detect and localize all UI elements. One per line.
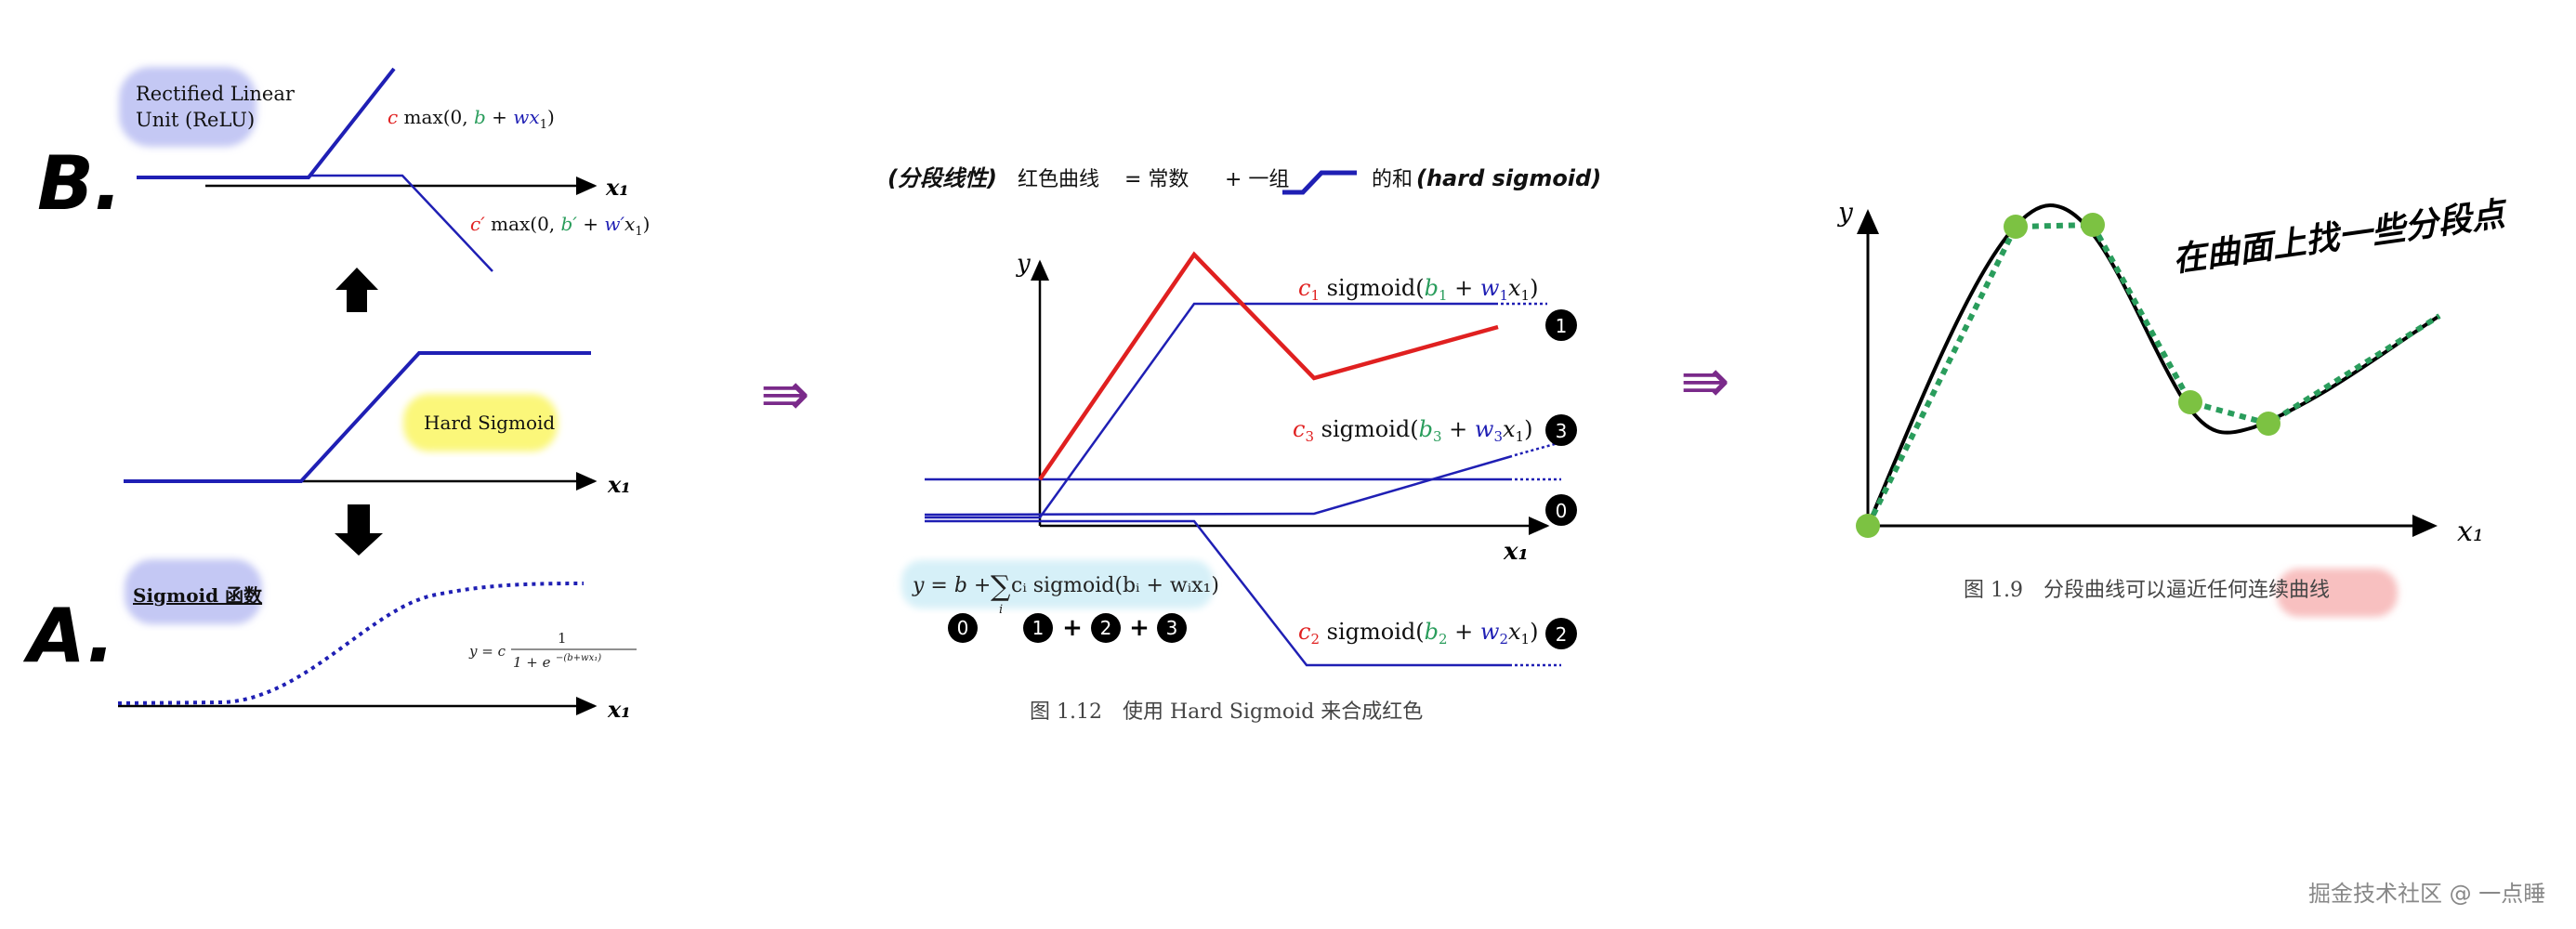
hard-sigmoid-1 — [925, 302, 1498, 519]
transition-arrow-2: ⇛ — [1680, 347, 1730, 416]
badge-3: 3 — [1545, 414, 1577, 446]
svg-text:i: i — [999, 603, 1003, 617]
relu-highlight-blob — [119, 67, 256, 147]
svg-text:3: 3 — [1166, 617, 1178, 639]
breakpoint — [2178, 390, 2202, 414]
middle-y-label: y — [1016, 250, 1031, 278]
svg-text:2: 2 — [1556, 623, 1568, 646]
right-y-label: y — [1836, 197, 1854, 228]
watermark: 掘金技术社区 @ 一点睡 — [2308, 881, 2545, 907]
hard-sigmoid-mini-icon — [1282, 170, 1357, 195]
sigmoid-formula: y = c 1 1 + e −(b+wx₁) — [468, 630, 637, 671]
svg-text:+: + — [1062, 614, 1083, 642]
continuous-curve — [1866, 203, 2441, 527]
svg-text:0: 0 — [957, 617, 969, 639]
right-caption: 图 1.9 分段曲线可以逼近任何连续曲线 — [1964, 579, 2330, 602]
svg-text:−(b+wx₁): −(b+wx₁) — [556, 653, 601, 663]
middle-x-label: x₁ — [1503, 538, 1529, 566]
middle-panel: (分段线性) 红色曲线 = 常数 + 一组 的和 (hard sigmoid) … — [887, 165, 1601, 724]
svg-text:3: 3 — [1556, 420, 1568, 442]
svg-text:1 + e: 1 + e — [513, 654, 551, 671]
relu-curve-1 — [137, 67, 396, 179]
svg-text:+: + — [1129, 614, 1150, 642]
badge-2: 2 — [1545, 618, 1577, 649]
sum-formula: y = b + ∑ i cᵢ sigmoid(bᵢ + wᵢx₁) — [912, 570, 1219, 617]
hard-sigmoid-3-dots — [1514, 440, 1562, 457]
hard-sigmoid-curve — [124, 351, 591, 483]
svg-text:cᵢ sigmoid(bᵢ + wᵢx₁): cᵢ sigmoid(bᵢ + wᵢx₁) — [1011, 574, 1219, 597]
red-target-curve — [1038, 251, 1499, 481]
label-b: B. — [37, 140, 122, 227]
svg-text:y = c: y = c — [468, 643, 506, 660]
svg-text:1: 1 — [1032, 617, 1045, 639]
sigmoid-label-2: c2 sigmoid(b2 + w2x1) — [1298, 619, 1538, 648]
down-arrow-icon — [335, 504, 383, 556]
sigmoid-title: Sigmoid 函数 — [133, 584, 263, 607]
svg-text:0: 0 — [1556, 500, 1568, 522]
relu-title-line2: Unit (ReLU) — [136, 109, 255, 131]
relu-x-label: x₁ — [605, 174, 629, 201]
header-red-curve: 红色曲线 — [1018, 168, 1099, 191]
hard-sigmoid-3 — [924, 454, 1513, 517]
middle-caption: 图 1.12 使用 Hard Sigmoid 来合成红色 — [1030, 700, 1423, 724]
header-plus-group: + 一组 — [1225, 168, 1289, 191]
breakpoints — [1856, 213, 2280, 538]
left-panel: B. Rectified Linear Unit (ReLU) x₁ c max… — [22, 67, 650, 723]
sigmoid-highlight-blob — [125, 559, 262, 624]
hard-sigmoid-title: Hard Sigmoid — [424, 412, 555, 434]
breakpoint — [2004, 215, 2028, 239]
right-x-label: x₁ — [2457, 516, 2484, 548]
right-panel: y x₁ 在曲面上找一些分段点 图 1.9 分段曲线可以逼近任何连续曲线 — [1836, 195, 2512, 617]
hard-sigmoid-x-label: x₁ — [607, 471, 631, 498]
sigmoid-label-1: c1 sigmoid(b1 + w1x1) — [1298, 275, 1538, 304]
header-equals-const: = 常数 — [1124, 168, 1189, 191]
relu-title-line1: Rectified Linear — [136, 83, 296, 105]
sigmoid-x-label: x₁ — [607, 696, 631, 723]
sigmoid-curve — [117, 582, 585, 705]
breakpoint — [1856, 514, 1880, 538]
label-a: A. — [22, 593, 115, 679]
sum-badges: 0 1 + 2 + 3 — [948, 613, 1187, 643]
handwritten-note: 在曲面上找一些分段点 — [2171, 195, 2512, 280]
svg-text:2: 2 — [1100, 617, 1112, 639]
svg-text:y = b +: y = b + — [912, 574, 991, 597]
svg-text:∑: ∑ — [991, 570, 1011, 603]
hard-sigmoid-2 — [925, 519, 1512, 667]
up-arrow-icon — [335, 268, 378, 312]
middle-header: (分段线性) 红色曲线 = 常数 + 一组 的和 (hard sigmoid) — [887, 165, 1601, 195]
relu-formula-1: c max(0, b + wx1) — [388, 106, 555, 132]
piecewise-linear-approx — [1865, 221, 2441, 528]
relu-formula-2: c′ max(0, b′ + w′x1) — [470, 213, 650, 239]
relu-curve-2 — [309, 174, 493, 272]
badge-1: 1 — [1545, 309, 1577, 341]
sum-formula-highlight-blob — [901, 560, 1214, 608]
header-sum-of: 的和 — [1372, 168, 1413, 191]
hard-sigmoid-highlight-blob — [403, 394, 558, 451]
header-paren-note: (分段线性) — [887, 165, 997, 191]
svg-text:1: 1 — [558, 630, 567, 647]
caption-highlight-blob — [2277, 569, 2398, 617]
badge-0: 0 — [1545, 494, 1577, 526]
breakpoint — [2256, 412, 2280, 436]
header-hard-sigmoid-note: (hard sigmoid) — [1416, 165, 1601, 191]
breakpoint — [2081, 213, 2105, 237]
sigmoid-label-3: c3 sigmoid(b3 + w3x1) — [1293, 416, 1532, 445]
transition-arrow-1: ⇛ — [760, 360, 810, 429]
svg-text:1: 1 — [1556, 315, 1568, 337]
